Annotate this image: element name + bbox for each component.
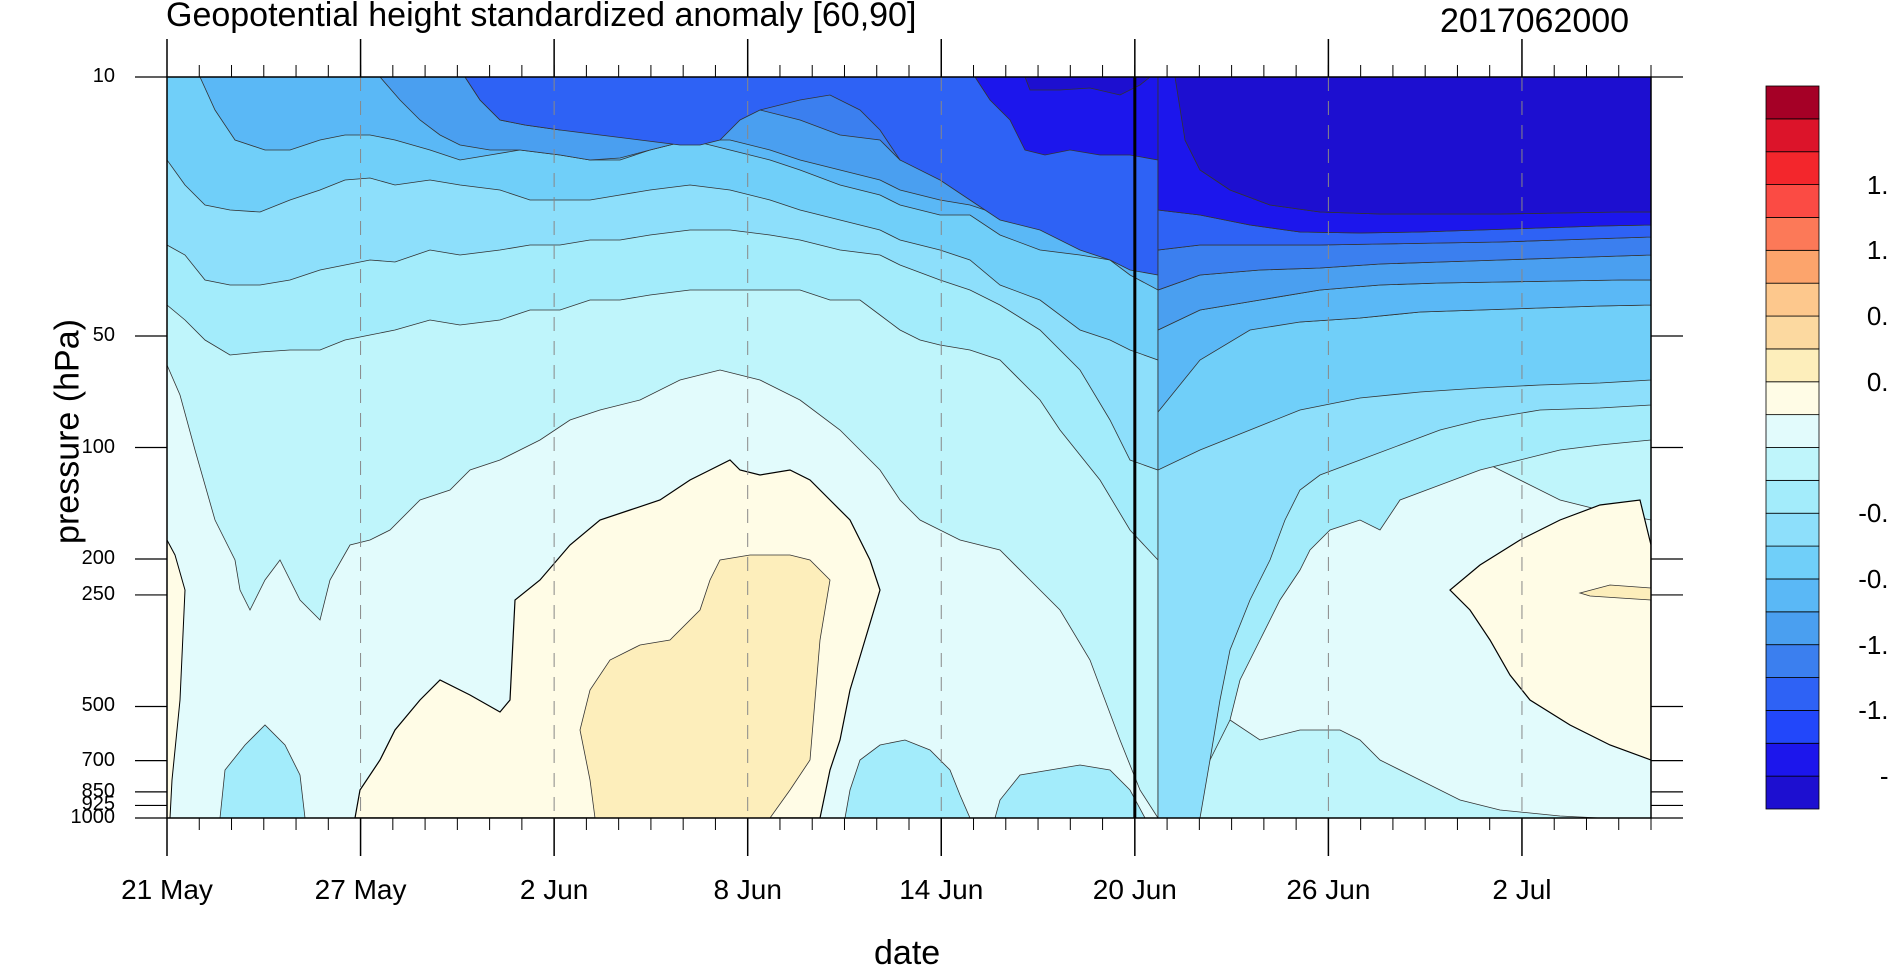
contour-band-pos02-left (579, 554, 831, 818)
contour-band-neg04-low2 (844, 739, 971, 818)
y-axis-ticks (135, 76, 1683, 819)
colorbar-tick-label: -0.4 (1858, 498, 1889, 529)
colorbar (1765, 85, 1820, 810)
colorbar-swatch (1765, 545, 1820, 580)
contour-band-neg20-r (1174, 77, 1651, 215)
colorbar-tick-label: -2 (1879, 761, 1889, 792)
colorbar-swatch (1765, 710, 1820, 744)
y-tick-label: 10 (92, 65, 115, 87)
contour-band-neg04-low1 (219, 724, 306, 818)
x-tick-label: 14 Jun (899, 874, 984, 905)
y-tick-label: 200 (81, 547, 115, 570)
colorbar-tick-label: 0.8 (1866, 301, 1889, 332)
colorbar-swatch (1765, 282, 1820, 317)
colorbar-swatch (1765, 315, 1820, 350)
colorbar-swatch (1765, 677, 1820, 711)
colorbar-swatch (1765, 775, 1820, 810)
x-tick-label: 8 Jun (713, 874, 782, 905)
y-tick-label: 1000 (70, 806, 116, 828)
colorbar-swatch (1765, 414, 1820, 448)
colorbar-swatch (1765, 348, 1820, 383)
colorbar-swatch (1765, 742, 1820, 777)
colorbar-swatch (1765, 151, 1820, 185)
colorbar-swatch (1765, 381, 1820, 416)
contour-band-neg04-low3 (994, 764, 1146, 818)
colorbar-swatch (1765, 249, 1820, 284)
x-tick-label: 21 May (121, 874, 213, 905)
y-tick-label: 850 (81, 779, 115, 802)
x-tick-label: 27 May (314, 874, 407, 905)
y-tick-label: 250 (81, 582, 115, 605)
x-tick-label: 20 Jun (1092, 874, 1177, 905)
colorbar-tick-label: 1.6 (1866, 169, 1889, 200)
y-tick-label: 50 (92, 323, 115, 346)
colorbar-tick-label: -1.6 (1858, 695, 1889, 726)
y-tick-label: 500 (81, 694, 115, 717)
x-axis-title: date (874, 934, 941, 972)
colorbar-swatch (1765, 479, 1820, 514)
colorbar-tick-label: 0 (1843, 433, 1889, 464)
contour-band-pos02-right (1578, 584, 1651, 601)
colorbar-swatch (1765, 118, 1820, 153)
colorbar-tick-label: 2 (1843, 104, 1889, 135)
contour-band-neg20 (1024, 77, 1151, 96)
contour-band-pos00-right (1449, 499, 1651, 761)
x-tick-label: 2 Jun (519, 874, 589, 905)
contour-band-neg16 (464, 77, 1159, 276)
chart-title: Geopotential height standardized anomaly… (166, 0, 917, 34)
x-tick-label: 26 Jun (1286, 874, 1371, 905)
colorbar-tick-label: 1.2 (1866, 235, 1889, 266)
colorbar-swatch (1765, 217, 1820, 251)
y-tick-label: 700 (81, 748, 115, 771)
chart-subtitle-date: 2017062000 (1440, 2, 1630, 40)
y-tick-label: 100 (81, 435, 115, 458)
colorbar-tick-label: -0.8 (1858, 563, 1889, 594)
x-axis-ticks (166, 39, 1652, 856)
colorbar-tick-label: 0.4 (1866, 366, 1889, 397)
x-tick-label: 2 Jul (1492, 874, 1552, 905)
colorbar-swatch (1765, 644, 1820, 678)
colorbar-swatch (1765, 184, 1820, 218)
plot-area (167, 77, 1651, 818)
colorbar-tick-label: -1.2 (1858, 629, 1889, 660)
colorbar-swatch (1765, 578, 1820, 613)
y-tick-label: 925 (81, 793, 115, 816)
colorbar-swatch (1765, 512, 1820, 547)
contour-band-pos00-edge (167, 539, 186, 818)
colorbar-swatch (1765, 611, 1820, 646)
colorbar-swatch (1765, 85, 1820, 120)
colorbar-swatch (1765, 447, 1820, 481)
